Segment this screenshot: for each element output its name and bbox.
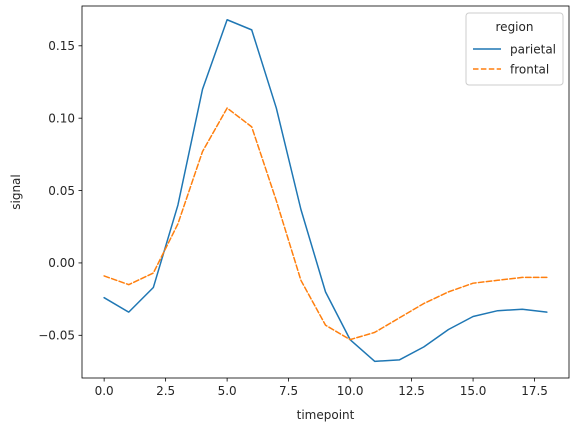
x-tick-label: 15.0: [460, 384, 487, 398]
x-tick-label: 17.5: [521, 384, 548, 398]
x-axis-label: timepoint: [297, 408, 355, 422]
legend: region parietal frontal: [465, 12, 564, 86]
x-tick-label: 0.0: [95, 384, 114, 398]
legend-label-frontal: frontal: [510, 62, 549, 76]
x-axis: 0.0 2.5 5.0 7.5 10.0 12.5 15.0 17.5: [95, 378, 548, 398]
legend-title: region: [496, 20, 534, 34]
y-tick-label: −0.05: [38, 328, 75, 342]
y-tick-label: 0.00: [48, 256, 75, 270]
y-tick-label: 0.05: [48, 184, 75, 198]
legend-item-parietal: parietal: [473, 42, 556, 56]
legend-box: [465, 12, 564, 86]
x-tick-label: 5.0: [218, 384, 237, 398]
legend-item-frontal: frontal: [473, 62, 549, 76]
y-axis-label: signal: [9, 174, 23, 210]
series-layer: [103, 19, 548, 363]
y-axis: −0.05 0.00 0.05 0.10 0.15: [38, 39, 82, 342]
x-tick-label: 10.0: [337, 384, 364, 398]
legend-items: parietal frontal: [473, 42, 556, 76]
x-tick-label: 7.5: [279, 384, 298, 398]
y-tick-label: 0.15: [48, 39, 75, 53]
x-tick-label: 2.5: [156, 384, 175, 398]
legend-label-parietal: parietal: [510, 42, 556, 56]
y-tick-label: 0.10: [48, 111, 75, 125]
x-tick-label: 12.5: [398, 384, 425, 398]
